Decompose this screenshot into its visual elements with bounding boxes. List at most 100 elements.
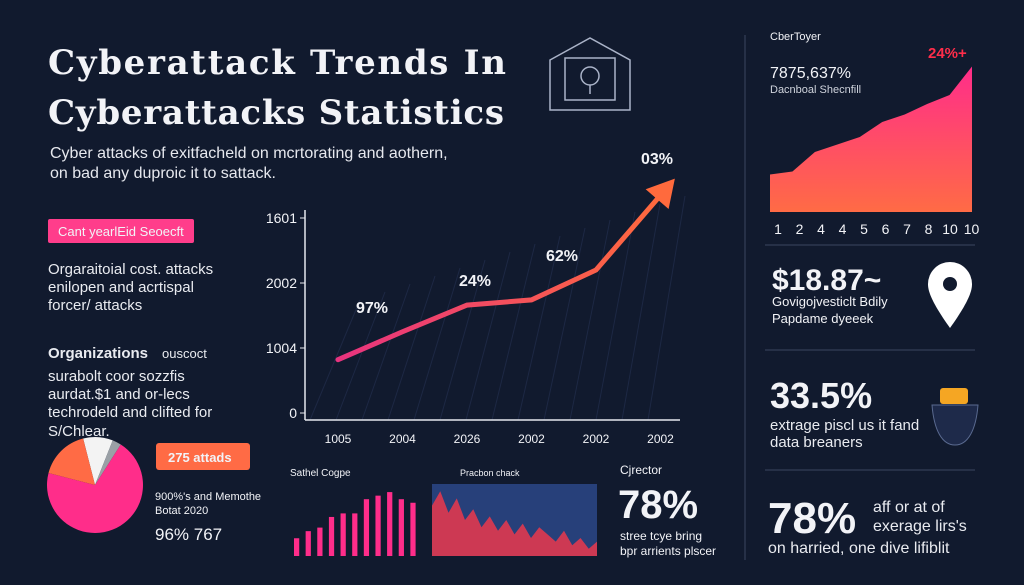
cost-text: forcer/ attacks [48, 297, 142, 314]
x-tick-label: 2002 [583, 432, 610, 446]
mesh-line [595, 211, 636, 421]
stat-title: Cjrector [620, 463, 662, 477]
mesh-line [621, 203, 661, 421]
stat-value: 78% [618, 483, 698, 527]
mesh-line [413, 267, 461, 421]
bar [294, 538, 300, 556]
bar [410, 502, 416, 556]
stat-text: stree tcye bring [620, 529, 702, 543]
area [432, 491, 597, 556]
annotation: 03% [641, 151, 673, 168]
mesh-line [543, 227, 586, 421]
annotation: 62% [546, 248, 578, 265]
tag [48, 219, 194, 243]
area [770, 66, 972, 212]
mesh-line [439, 259, 486, 421]
pie-stat: 96% 767 [155, 525, 222, 544]
y-tick-label: 2002 [266, 275, 297, 291]
x-tick-label: 8 [925, 221, 933, 237]
stat-text: bpr arrients plscer [620, 544, 716, 558]
y-tick-label: 1004 [266, 340, 297, 356]
x-tick-label: 1 [774, 221, 782, 237]
mesh-line [309, 299, 361, 421]
lock-icon [549, 37, 631, 111]
stat-value: $18.87~ [772, 264, 881, 297]
stat-text: aff or at of [873, 499, 945, 516]
bar [328, 516, 335, 556]
cost-text: Orgaraitoial cost. attacks [48, 261, 213, 278]
y-tick-label: 1601 [266, 210, 297, 226]
x-tick-label: 4 [817, 221, 825, 237]
org-heading: Organizations [48, 345, 148, 362]
chart-title: Pracbon chack [460, 468, 520, 478]
chart-subtitle: 7875,637% [770, 65, 851, 82]
x-tick-label: 2002 [518, 432, 545, 446]
x-tick-label: 2 [796, 221, 804, 237]
chart-caption: Dacnboal Shecnfill [770, 84, 861, 96]
bar [387, 492, 393, 556]
x-tick-label: 5 [860, 221, 868, 237]
pie-note: Botat 2020 [155, 505, 208, 517]
annotation: 24%+ [928, 45, 967, 62]
x-tick-label: 10 [942, 221, 958, 237]
x-tick-label: 2002 [647, 432, 674, 446]
org-text: S/Chlear. [48, 423, 110, 440]
tag-text: Cant yearlEid Seoecft [58, 224, 184, 239]
pie-slice [48, 438, 95, 485]
pie-note: 900%'s and Memothe [155, 491, 261, 503]
basket-icon [940, 388, 968, 404]
annotation: 97% [356, 300, 388, 317]
mesh-line [517, 235, 561, 421]
stat-text: data breaners [770, 434, 863, 451]
pin-icon [943, 277, 957, 291]
bar [398, 499, 404, 556]
bar [375, 495, 381, 556]
subtitle-line: on bad any duproic it to sattack. [50, 165, 276, 182]
chart-title: Sathel Cogpe [290, 468, 351, 479]
org-text: techrodeld and clifted for [48, 404, 212, 421]
mesh-line [465, 251, 511, 421]
stat-text: Papdame dyeeek [772, 311, 874, 326]
x-tick-label: 4 [839, 221, 847, 237]
bar [340, 513, 346, 556]
trend-line [335, 192, 663, 363]
pie-slice [47, 444, 144, 533]
org-text: ouscoct [162, 346, 207, 361]
pie-slice [95, 440, 121, 485]
stat-value: 78% [768, 494, 856, 543]
mesh-line [647, 195, 686, 421]
stat-text: Govigojvesticlt Bdily [772, 294, 888, 309]
x-tick-label: 2004 [389, 432, 416, 446]
x-tick-label: 10 [964, 221, 980, 237]
bar [305, 531, 311, 556]
arrow-head [645, 178, 675, 210]
org-text: surabolt coor sozzfis [48, 368, 185, 385]
subtitle-line: Cyber attacks of exitfacheld on mcrtorat… [50, 145, 448, 162]
title-line: Cyberattack Trends In [48, 43, 506, 83]
mesh-line [569, 219, 611, 421]
bar [363, 499, 370, 556]
pie-slice [83, 437, 113, 485]
pin-icon [928, 262, 972, 328]
bar [317, 527, 323, 556]
chart-title: CberToyer [770, 31, 821, 43]
bar [352, 513, 358, 556]
mesh-line [335, 291, 386, 421]
y-tick-label: 0 [289, 405, 297, 421]
mesh-line [361, 283, 411, 421]
x-tick-label: 7 [903, 221, 911, 237]
x-tick-label: 1005 [325, 432, 352, 446]
annotation: 24% [459, 273, 491, 290]
basket-icon [931, 404, 979, 446]
stat-text: exerage lirs's [873, 518, 967, 535]
tag [156, 443, 250, 470]
stat-value: 33.5% [770, 375, 872, 416]
mesh-line [387, 275, 436, 421]
cost-text: enilopen and acrtispal [48, 279, 194, 296]
stat-text: on harried, one dive lifiblit [768, 540, 950, 557]
org-text: aurdat.$1 and or-lecs [48, 386, 190, 403]
tag-text: 275 attads [168, 450, 232, 465]
x-tick-label: 6 [882, 221, 890, 237]
mesh-line [491, 243, 536, 421]
